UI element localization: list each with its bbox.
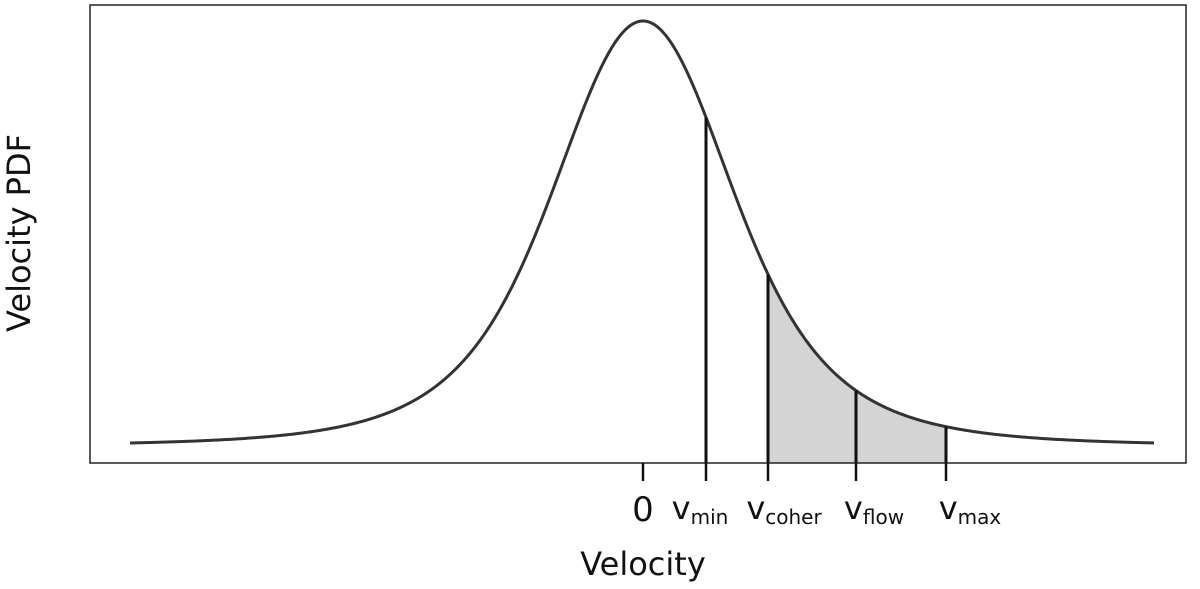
tick-label-vflow: vflow — [844, 489, 904, 529]
x-axis-title: Velocity — [580, 545, 706, 583]
tick-label-vcoher: vcoher — [746, 489, 822, 529]
tick-label-vmax: vmax — [939, 489, 1002, 529]
tick-label-vmin: vmin — [672, 489, 729, 529]
velocity-pdf-curve — [129, 19, 1155, 445]
tick-label-zero: 0 — [632, 490, 654, 530]
shaded-region-coher-to-max — [768, 274, 946, 463]
y-axis-title: Velocity PDF — [0, 134, 38, 332]
plot-frame — [89, 4, 1187, 464]
